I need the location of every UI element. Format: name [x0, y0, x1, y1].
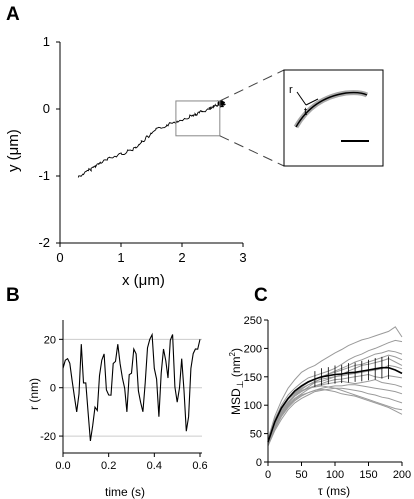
panel-c-x-tick-label: 50: [295, 469, 307, 481]
panel-a-inset-axis-t: [305, 98, 319, 106]
panel-label-a: A: [6, 4, 20, 25]
panel-a-x-tick-label: 0: [56, 250, 63, 265]
panel-a-y-tick-label: 0: [43, 101, 50, 116]
panel-c-x-tick-label: 0: [265, 469, 271, 481]
panel-c-y-tick-label: 200: [244, 343, 262, 355]
panel-c-y-tick-label: 150: [244, 372, 262, 384]
panel-b-y-label: r (nm): [27, 378, 41, 410]
panel-a-inset-axis-r: [296, 91, 307, 106]
panel-b-x-label: time (s): [105, 485, 145, 499]
panel-c-y-tick-label: 100: [244, 400, 262, 412]
panel-a-x-label: x (μm): [122, 272, 165, 289]
panel-a-inset-label-r: r: [289, 84, 293, 96]
panel-a-ticks: 0 1 2 3 1 0 -1 -2: [38, 34, 246, 265]
panel-a-y-tick-label: -1: [38, 168, 50, 183]
panel-b-x-tick-label: 0.0: [55, 460, 70, 472]
panel-c-gray-trace: [267, 387, 403, 447]
panel-b-chart: 0.0 0.2 0.4 0.6 20 0 -20 time (s) r (nm): [27, 320, 208, 499]
panel-a-y-label: y (μm): [5, 129, 22, 172]
panel-a-inset-label-t: t: [304, 106, 307, 118]
panel-b-gridlines: [63, 338, 202, 437]
panel-b-x-tick-label: 0.6: [192, 460, 207, 472]
panel-b-y-tick-label: 20: [44, 334, 56, 346]
panel-c-chart: 0 50 100 150 200 0 50 100 150 200 250 τ (ms) MSD⊥ …: [228, 315, 411, 498]
panel-label-b: B: [6, 285, 20, 306]
panel-b-ticks: 0.0 0.2 0.4 0.6 20 0 -20: [40, 334, 208, 472]
panel-a-inset-fit-curve: [295, 91, 368, 128]
panel-c-x-tick-label: 150: [359, 469, 377, 481]
panel-a-zoom-box: [175, 100, 221, 137]
panel-c-y-tick-label: 0: [256, 457, 262, 469]
panel-c-gray-trace: [267, 326, 403, 440]
panel-a-x-tick-label: 3: [239, 250, 246, 265]
panel-a-x-tick-label: 2: [178, 250, 185, 265]
panel-a-inset: r t: [283, 69, 384, 167]
panel-a-trajectory: [77, 103, 220, 178]
panel-a-x-tick-label: 1: [117, 250, 124, 265]
panel-a-inset-frame: [283, 69, 384, 167]
panel-a-y-tick-label: 1: [43, 34, 50, 49]
panel-c-x-label: τ (ms): [318, 484, 350, 498]
panel-c-gray-trace: [267, 385, 403, 444]
panel-c-individual-traces: [267, 326, 403, 447]
panel-c-gray-trace: [267, 384, 403, 446]
panel-a-y-tick-label: -2: [38, 235, 50, 250]
panel-label-c: C: [254, 285, 268, 306]
panel-b-y-tick-label: 0: [50, 383, 56, 395]
panel-c-y-tick-label: 50: [250, 429, 262, 441]
panel-a-chart: 0 1 2 3 1 0 -1 -2 x (μm) y (μm) r t: [5, 34, 384, 289]
panel-c-y-tick-label: 250: [244, 315, 262, 327]
panel-c-x-tick-label: 100: [326, 469, 344, 481]
panel-b-y-tick-label: -20: [40, 431, 56, 443]
panel-b-x-tick-label: 0.4: [147, 460, 162, 472]
panel-c-gray-trace: [267, 388, 403, 446]
panel-a-zoom-connector-top: [219, 69, 285, 102]
panel-c-y-label: MSD⊥ (nm2): [228, 348, 245, 415]
panel-b-series-line: [62, 332, 201, 441]
panel-b-x-tick-label: 0.2: [101, 460, 116, 472]
panel-c-x-tick-label: 200: [393, 469, 411, 481]
panel-a-trajectory-end-cluster: [216, 99, 226, 108]
panel-c-mean-line: [267, 366, 403, 443]
panel-a-zoom-connector-bottom: [219, 135, 285, 167]
panel-c-ticks: 0 50 100 150 200 0 50 100 150 200 250: [244, 315, 412, 481]
